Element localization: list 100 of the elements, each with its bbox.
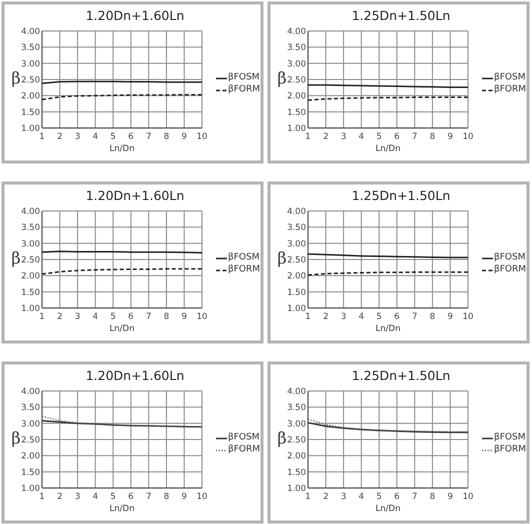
x-tick-label: 3 (74, 132, 80, 142)
x-tick-label: 2 (57, 132, 62, 142)
x-tick-label: 2 (57, 492, 62, 502)
x-tick-label: 9 (182, 492, 187, 502)
y-tick-label: 2.00 (21, 272, 40, 282)
x-tick-label: 5 (110, 132, 116, 142)
y-tick-label: 4.00 (287, 387, 306, 397)
x-tick-label: 4 (92, 312, 98, 322)
y-tick-label: 3.00 (21, 239, 40, 250)
line-series (41, 420, 203, 428)
y-axis-title: β (11, 248, 21, 268)
x-tick-label: 3 (340, 492, 346, 502)
x-tick-label: 9 (448, 492, 453, 502)
y-tick-label: 1.50 (21, 288, 40, 298)
y-tick-label: 1.50 (287, 108, 306, 118)
x-tick-label: 1 (39, 492, 45, 502)
x-tick-label: 2 (323, 312, 328, 322)
x-tick-label: 6 (128, 132, 134, 142)
x-tick-label: 4 (358, 312, 364, 322)
y-tick-label: 1.00 (287, 304, 306, 314)
legend-label: βFORM (494, 84, 526, 94)
x-tick-label: 8 (430, 492, 436, 502)
x-tick-label: 7 (146, 312, 152, 322)
y-tick-label: 2.50 (21, 256, 40, 266)
x-tick-label: 4 (92, 492, 98, 502)
x-tick-label: 4 (92, 132, 98, 142)
x-tick-label: 2 (323, 132, 328, 142)
y-tick-label: 2.00 (287, 452, 306, 462)
x-tick-label: 10 (196, 312, 208, 322)
x-tick-label: 10 (196, 492, 208, 502)
legend-label: βFORM (494, 444, 526, 454)
y-tick-label: 4.00 (287, 27, 306, 37)
y-tick-label: 3.50 (287, 43, 306, 54)
x-tick-label: 1 (305, 132, 311, 142)
x-tick-label: 4 (358, 132, 364, 142)
y-tick-label: 3.00 (287, 419, 306, 430)
legend-label: βFOSM (228, 72, 260, 82)
line-series (41, 416, 203, 428)
y-axis-title: β (277, 68, 287, 88)
chart-title: 1.20Dn+1.60Ln (86, 188, 184, 203)
y-tick-label: 1.00 (21, 484, 40, 494)
x-tick-label: 7 (146, 132, 152, 142)
y-tick-label: 3.00 (21, 419, 40, 430)
x-tick-label: 6 (128, 312, 134, 322)
x-tick-label: 3 (74, 492, 80, 502)
legend-label: βFORM (228, 444, 260, 454)
x-tick-label: 1 (39, 312, 45, 322)
y-tick-label: 1.00 (287, 484, 306, 494)
x-tick-label: 8 (164, 492, 170, 502)
y-tick-label: 3.50 (21, 223, 40, 234)
x-tick-label: 7 (412, 492, 418, 502)
x-tick-label: 3 (340, 312, 346, 322)
x-tick-label: 10 (462, 492, 474, 502)
x-tick-label: 6 (394, 492, 400, 502)
y-tick-label: 2.00 (287, 92, 306, 102)
x-tick-label: 1 (39, 132, 45, 142)
x-tick-label: 7 (412, 132, 418, 142)
chart-title: 1.20Dn+1.60Ln (86, 8, 184, 23)
y-axis-title: β (11, 428, 21, 448)
y-tick-label: 4.00 (21, 387, 40, 397)
legend-label: βFORM (494, 264, 526, 274)
x-tick-label: 5 (376, 132, 382, 142)
y-tick-label: 4.00 (287, 207, 306, 217)
y-tick-label: 1.50 (287, 468, 306, 478)
x-tick-label: 7 (146, 492, 152, 502)
x-axis-title: Ln/Dn (110, 324, 134, 334)
y-tick-label: 2.00 (21, 92, 40, 102)
x-tick-label: 9 (182, 132, 187, 142)
y-tick-label: 3.00 (287, 59, 306, 70)
y-tick-label: 4.00 (21, 27, 40, 37)
x-axis-title: Ln/Dn (376, 144, 400, 154)
y-axis-title: β (11, 68, 21, 88)
y-tick-label: 1.50 (21, 468, 40, 478)
x-tick-label: 9 (448, 132, 453, 142)
y-tick-label: 1.00 (21, 124, 40, 134)
y-tick-label: 2.50 (287, 256, 306, 266)
x-axis-title: Ln/Dn (110, 504, 134, 514)
x-axis-title: Ln/Dn (376, 504, 400, 514)
legend-label: βFOSM (494, 72, 526, 82)
chart-title: 1.25Dn+1.50Ln (352, 368, 450, 383)
x-tick-label: 9 (448, 312, 453, 322)
legend-label: βFOSM (228, 432, 260, 442)
x-tick-label: 5 (110, 492, 116, 502)
line-series (307, 418, 469, 432)
y-tick-label: 1.50 (21, 108, 40, 118)
y-tick-label: 2.50 (287, 436, 306, 446)
x-tick-label: 2 (323, 492, 328, 502)
x-tick-label: 3 (74, 312, 80, 322)
y-tick-label: 1.50 (287, 288, 306, 298)
chart-title: 1.20Dn+1.60Ln (86, 368, 184, 383)
line-series (307, 422, 469, 434)
chart-title: 1.25Dn+1.50Ln (352, 8, 450, 23)
x-tick-label: 8 (430, 312, 436, 322)
x-tick-label: 2 (57, 312, 62, 322)
y-tick-label: 2.00 (21, 452, 40, 462)
y-tick-label: 1.00 (287, 124, 306, 134)
chart-title: 1.25Dn+1.50Ln (352, 188, 450, 203)
legend-label: βFORM (228, 264, 260, 274)
x-tick-label: 5 (376, 492, 382, 502)
x-tick-label: 1 (305, 312, 311, 322)
